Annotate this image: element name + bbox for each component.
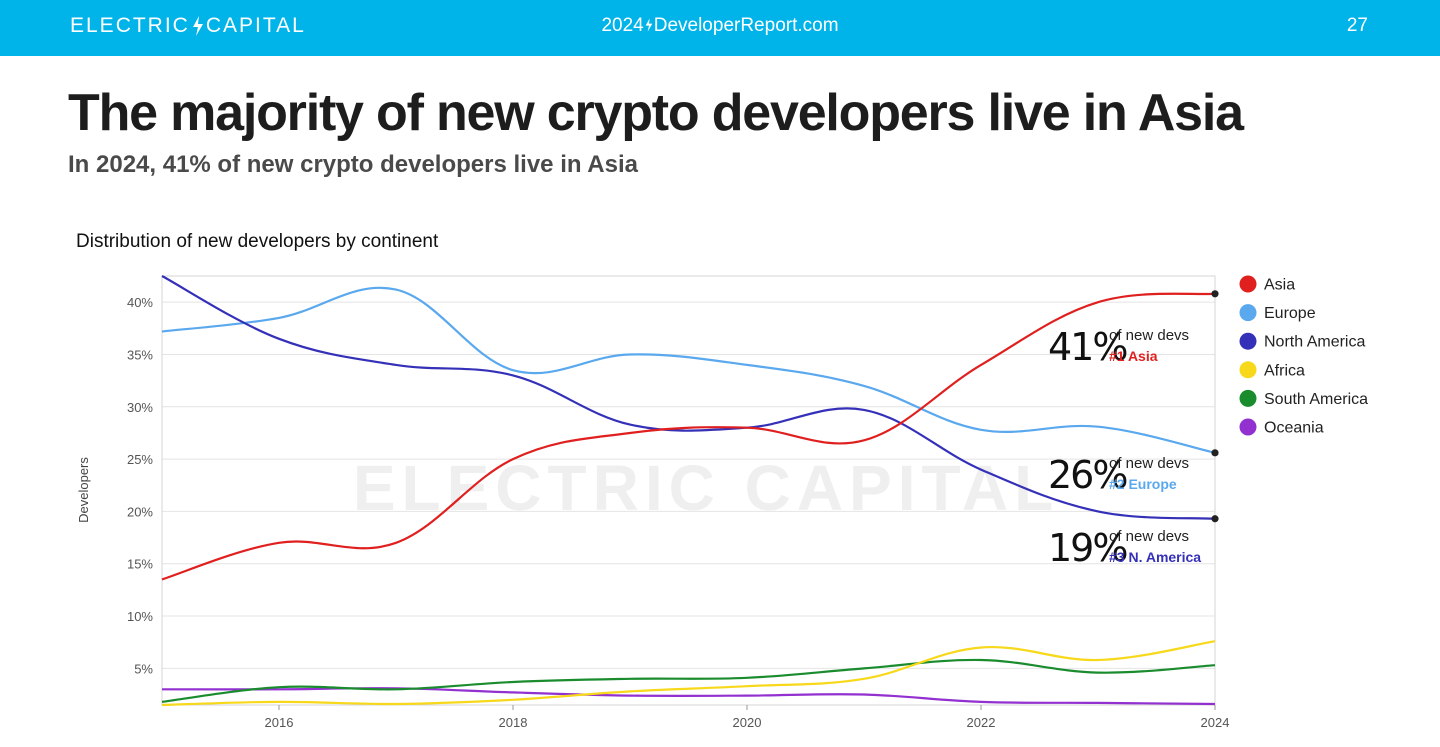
x-tick-label: 2018 [499,715,528,730]
legend-label: Africa [1264,362,1305,379]
legend-item-south-america[interactable]: South America [1239,389,1369,408]
y-tick-label: 15% [127,557,153,572]
legend-label: North America [1264,334,1365,351]
legend-swatch [1239,275,1257,293]
annotation-percent: 41% [1048,325,1127,369]
y-tick-label: 20% [127,504,153,519]
y-tick-label: 25% [127,452,153,467]
series-line-europe [161,286,1216,454]
legend-item-north-america[interactable]: North America [1239,332,1366,351]
endpoint-dot [1211,515,1219,523]
annotation-caption: of new devs [1109,528,1189,545]
y-axis-label: Developers [76,457,91,523]
header-bar: ELECTRIC CAPITAL 2024 DeveloperReport.com… [0,0,1440,56]
plot-area-frame [161,275,1216,706]
legend-swatch [1239,418,1257,436]
series-line-south-america [161,658,1216,703]
legend-swatch [1239,304,1257,322]
legend-swatch [1239,389,1257,407]
y-tick-label: 40% [127,295,153,310]
annotation-rank: #1 Asia [1109,348,1158,364]
legend-item-oceania[interactable]: Oceania [1239,418,1324,437]
page-subtitle: In 2024, 41% of new crypto developers li… [68,151,638,178]
x-tick-label: 2020 [733,715,762,730]
site-year: 2024 [601,15,644,36]
legend-swatch [1239,332,1257,350]
legend-item-europe[interactable]: Europe [1239,304,1316,322]
endpoint-dot [1211,449,1219,457]
brand-logo[interactable]: ELECTRIC CAPITAL [70,13,306,39]
legend-item-asia[interactable]: Asia [1239,275,1296,294]
legend-label: South America [1264,391,1368,408]
brand-right: CAPITAL [205,14,306,37]
y-tick-label: 5% [134,661,153,676]
lightning-bolt-icon [645,18,653,32]
page-number: 27 [1346,15,1368,36]
series-line-africa [161,640,1216,707]
y-tick-label: 35% [127,347,153,362]
page-title: The majority of new crypto developers li… [68,84,1244,142]
site-name: DeveloperReport.com [653,15,839,36]
annotation-rank: #2 Europe [1109,476,1177,492]
chart-title: Distribution of new developers by contin… [76,231,439,252]
annotation-percent: 26% [1048,453,1127,497]
annotation-caption: of new devs [1109,327,1189,344]
annotation-caption: of new devs [1109,455,1189,472]
lightning-bolt-icon [192,16,203,36]
endpoint-dot [1211,290,1219,298]
x-tick-label: 2024 [1201,715,1230,730]
brand-left: ELECTRIC [70,14,190,37]
watermark: ELECTRIC CAPITAL [353,452,1059,524]
annotation-percent: 19% [1048,526,1127,570]
annotation-rank: #3 N. America [1109,549,1201,565]
legend-label: Oceania [1264,420,1324,437]
x-tick-label: 2016 [265,715,294,730]
legend-label: Europe [1264,305,1316,322]
legend-item-africa[interactable]: Africa [1239,361,1306,379]
site-url[interactable]: 2024 DeveloperReport.com [0,14,1440,38]
series-line-north-america [161,275,1216,520]
y-tick-label: 30% [127,400,153,415]
y-tick-label: 10% [127,609,153,624]
legend-label: Asia [1264,277,1295,294]
x-tick-label: 2022 [967,715,996,730]
series-line-asia [161,292,1216,581]
legend-swatch [1239,361,1257,379]
